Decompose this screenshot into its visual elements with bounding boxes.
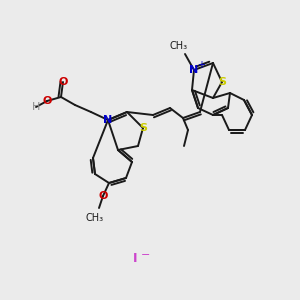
Text: I: I [133, 251, 137, 265]
Text: H: H [32, 102, 40, 112]
Text: O: O [98, 191, 108, 201]
Text: S: S [139, 123, 147, 133]
Text: CH₃: CH₃ [86, 213, 104, 223]
Text: CH₃: CH₃ [170, 41, 188, 51]
Text: O: O [58, 77, 68, 87]
Text: −: − [141, 250, 151, 260]
Text: S: S [218, 77, 226, 87]
Text: O: O [42, 96, 52, 106]
Text: N: N [103, 115, 112, 125]
Text: +: + [197, 60, 205, 70]
Text: N: N [189, 65, 199, 75]
